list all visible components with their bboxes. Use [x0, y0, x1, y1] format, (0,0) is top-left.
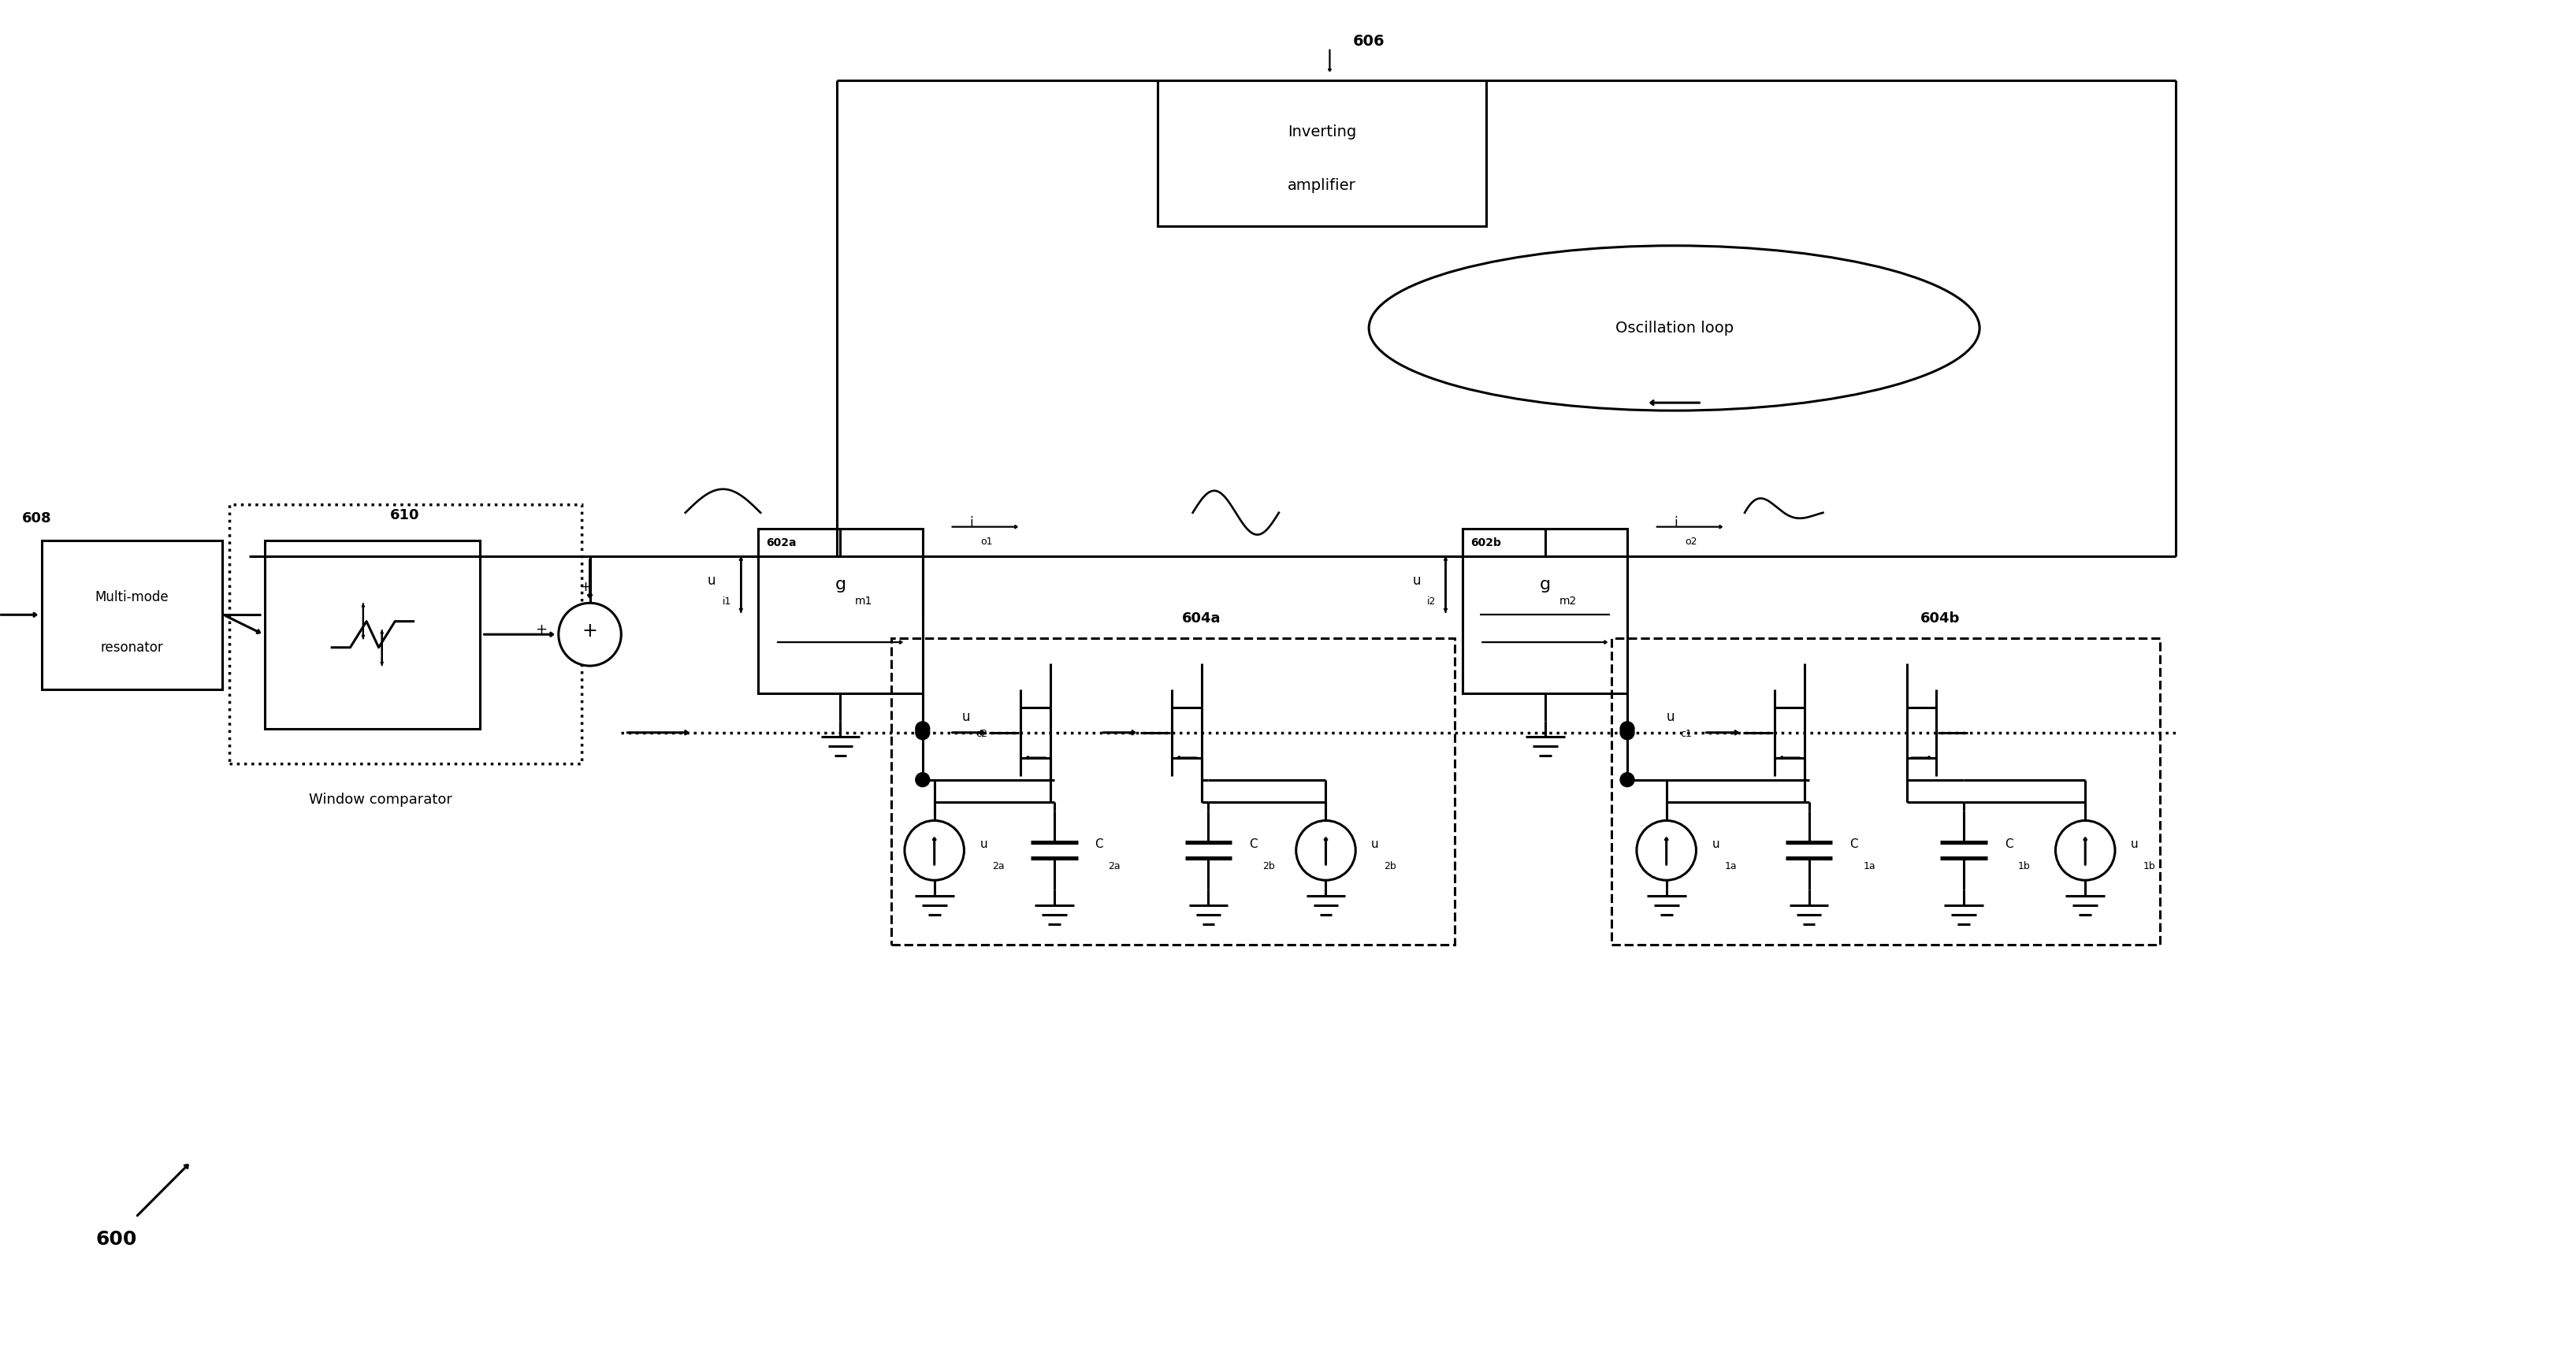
Text: Multi-mode: Multi-mode — [95, 589, 170, 604]
Bar — [757, 529, 922, 693]
Text: +: + — [582, 622, 598, 641]
Circle shape — [914, 726, 930, 740]
Bar — [891, 638, 1455, 945]
Text: +: + — [536, 622, 546, 637]
Text: 1a: 1a — [1723, 861, 1736, 871]
Text: 604b: 604b — [1922, 611, 1960, 626]
Text: C: C — [1095, 838, 1103, 850]
Text: g: g — [835, 577, 845, 592]
Text: u: u — [708, 573, 716, 588]
Circle shape — [1636, 820, 1695, 880]
Text: 600: 600 — [95, 1230, 137, 1248]
Circle shape — [1620, 772, 1633, 787]
Text: 1b: 1b — [2143, 861, 2156, 871]
Ellipse shape — [1368, 246, 1978, 410]
Text: C: C — [2004, 838, 2012, 850]
Text: C: C — [1850, 838, 1857, 850]
Text: u: u — [1412, 573, 1419, 588]
Text: g: g — [1540, 577, 1551, 592]
Text: m2: m2 — [1558, 596, 1577, 607]
Text: 604a: 604a — [1182, 611, 1221, 626]
Text: 606: 606 — [1352, 34, 1386, 49]
Text: o2: o2 — [1685, 537, 1698, 547]
Text: 2a: 2a — [992, 861, 1005, 871]
Text: c1: c1 — [1680, 729, 1692, 740]
Text: 602b: 602b — [1471, 537, 1502, 548]
Text: amplifier: amplifier — [1288, 178, 1355, 193]
Bar — [1463, 529, 1628, 693]
Text: m1: m1 — [855, 596, 873, 607]
Circle shape — [559, 603, 621, 666]
Text: u: u — [979, 838, 987, 850]
Text: u: u — [961, 709, 971, 725]
Text: Oscillation loop: Oscillation loop — [1615, 321, 1734, 336]
Bar — [265, 540, 479, 729]
Text: i2: i2 — [1427, 596, 1435, 607]
Text: 610: 610 — [389, 509, 420, 522]
Text: 2a: 2a — [1108, 861, 1121, 871]
Text: u: u — [2130, 838, 2138, 850]
Text: 2b: 2b — [1262, 861, 1275, 871]
Text: resonator: resonator — [100, 641, 162, 655]
Circle shape — [904, 820, 963, 880]
Text: 1a: 1a — [1862, 861, 1875, 871]
Bar — [1157, 81, 1486, 226]
Circle shape — [1620, 726, 1633, 740]
Text: o1: o1 — [981, 537, 992, 547]
Text: Inverting: Inverting — [1288, 124, 1358, 139]
Bar — [41, 540, 222, 689]
Text: 2b: 2b — [1383, 861, 1396, 871]
Bar — [1613, 638, 2159, 945]
Text: i1: i1 — [721, 596, 732, 607]
Text: +: + — [580, 580, 590, 595]
Text: 602a: 602a — [765, 537, 796, 548]
Text: i: i — [969, 515, 974, 530]
Text: u: u — [1370, 838, 1378, 850]
Text: u: u — [1667, 709, 1674, 725]
Text: 608: 608 — [23, 511, 52, 525]
Text: Window comparator: Window comparator — [309, 793, 451, 807]
Text: c2: c2 — [976, 729, 987, 740]
Text: i: i — [1674, 515, 1677, 530]
Text: u: u — [1713, 838, 1718, 850]
Circle shape — [914, 722, 930, 735]
Circle shape — [1620, 722, 1633, 735]
Circle shape — [2056, 820, 2115, 880]
Circle shape — [1296, 820, 1355, 880]
Text: C: C — [1249, 838, 1257, 850]
Text: 1b: 1b — [2017, 861, 2030, 871]
Circle shape — [914, 772, 930, 787]
